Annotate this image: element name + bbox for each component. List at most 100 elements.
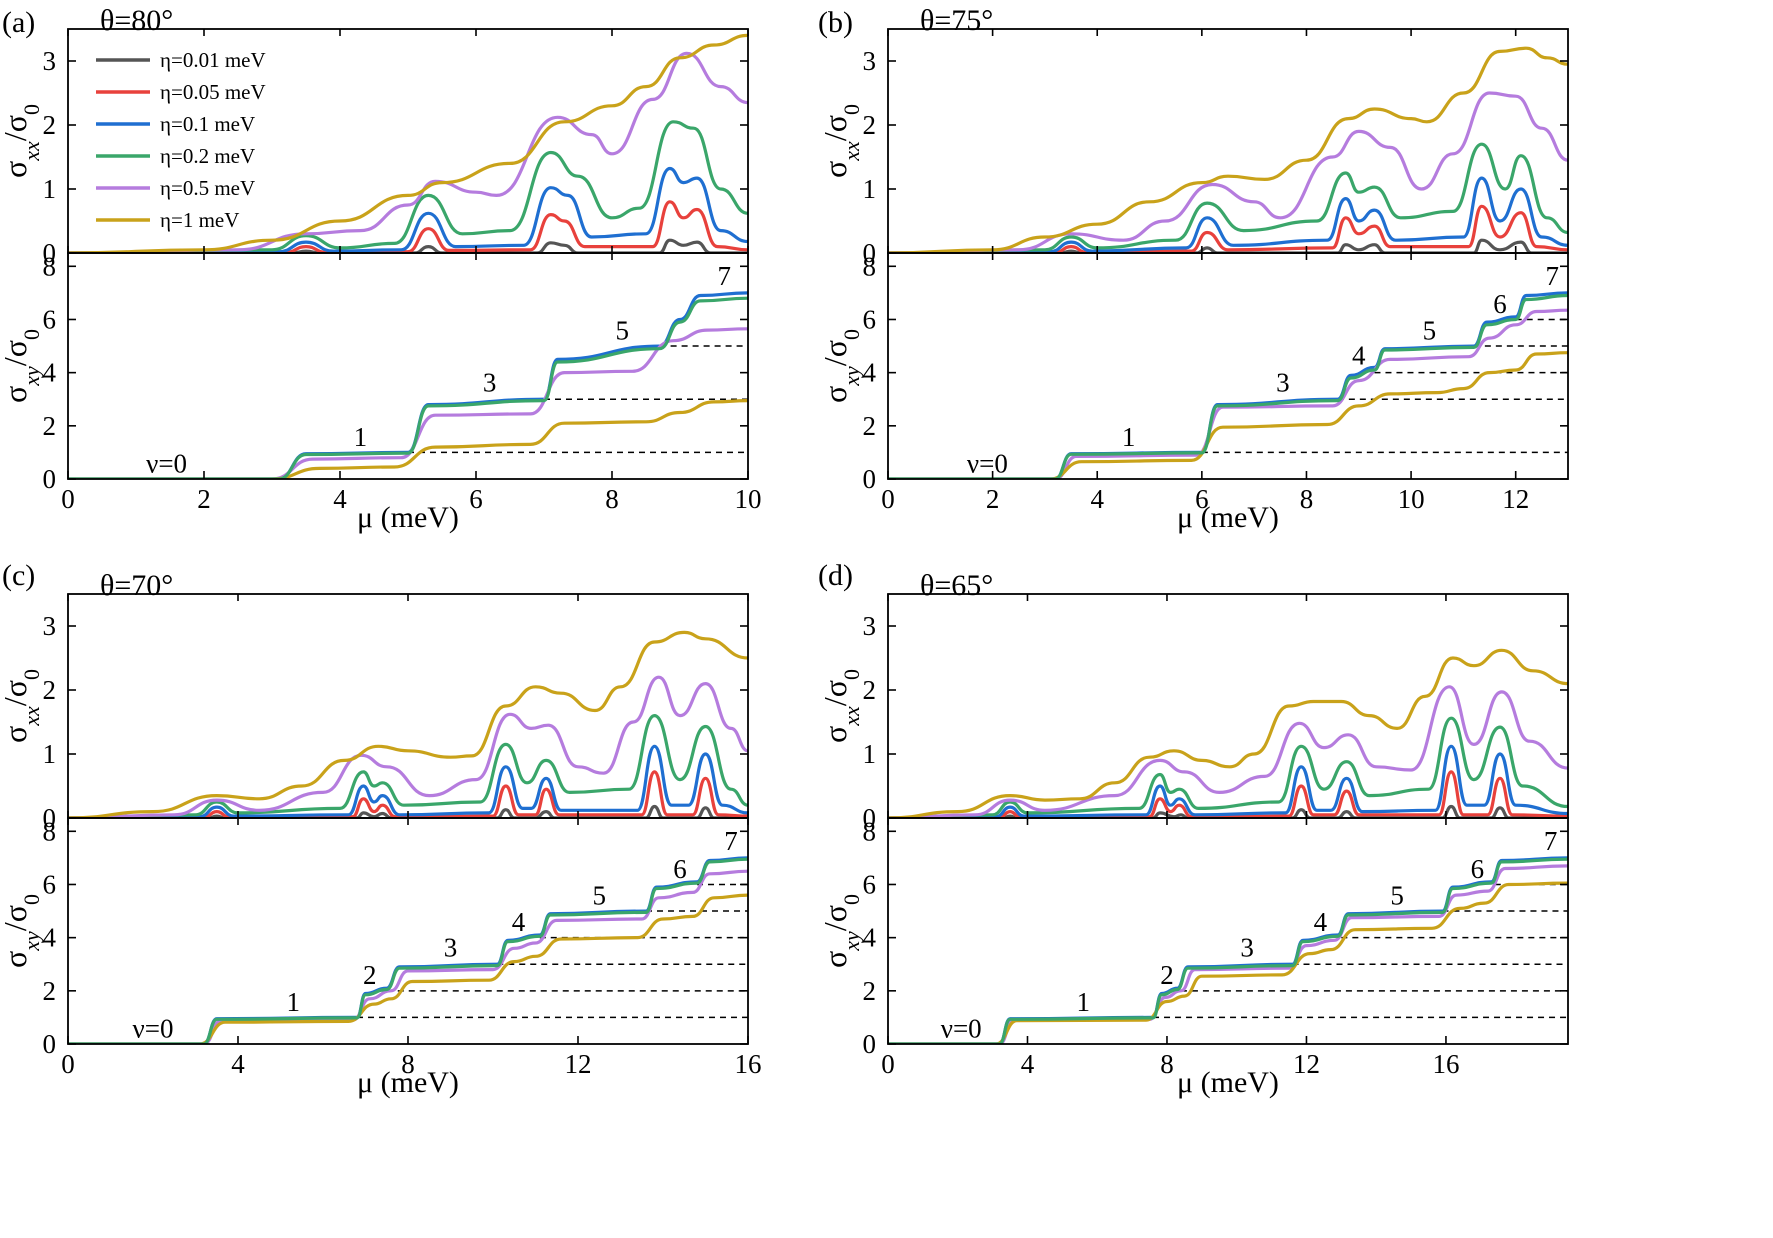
plateau-annotation: 4 (512, 907, 526, 937)
xtick-label: 6 (1195, 484, 1209, 514)
sxx-series-line-2 (68, 744, 748, 818)
plateau-annotation: 6 (1471, 854, 1485, 884)
sxy-ytick-label: 4 (863, 923, 877, 953)
plateau-annotation: 5 (1423, 315, 1437, 345)
sxx-ylabel: σxx/σ0 (0, 104, 44, 178)
xtick-label: 4 (1090, 484, 1104, 514)
plateau-annotation: 5 (1390, 880, 1404, 910)
sxy-ytick-label: 6 (863, 304, 877, 334)
sxx-ytick-label: 3 (863, 46, 877, 76)
sxx-series-line-3 (68, 120, 748, 253)
xtick-label: 10 (735, 484, 762, 514)
plateau-annotation: 2 (1160, 960, 1174, 990)
plateau-annotation: 1 (287, 987, 301, 1017)
panel-tag: (c) (2, 559, 35, 592)
plateau-annotation: 6 (1493, 289, 1507, 319)
sxy-ytick-label: 6 (43, 869, 57, 899)
sxy-series-group (888, 291, 1568, 479)
sxx-series-line-0 (888, 804, 1568, 818)
sxy-ylabel: σxy/σ0 (817, 329, 864, 403)
sxy-frame (887, 817, 1569, 1045)
sxy-series-line-2 (888, 351, 1568, 479)
plateau-annotation: 1 (354, 422, 368, 452)
sxy-ylabel: σxy/σ0 (0, 894, 44, 968)
sxx-series-line-5 (68, 33, 748, 253)
plateau-annotation: 3 (1276, 367, 1290, 397)
xtick-label: 16 (1432, 1049, 1459, 1079)
xtick-label: 12 (565, 1049, 592, 1079)
sxy-ytick-label: 8 (43, 251, 57, 281)
sxy-ytick-label: 0 (863, 1029, 877, 1059)
sxx-ytick-label: 1 (43, 174, 57, 204)
sxx-series-line-2 (888, 744, 1568, 818)
xtick-label: 4 (333, 484, 347, 514)
sxy-ytick-label: 8 (863, 816, 877, 846)
xtick-label: 8 (1160, 1049, 1174, 1079)
sxy-ytick-label: 0 (43, 464, 57, 494)
legend-label: η=0.05 meV (160, 80, 266, 104)
plateau-annotation: 4 (1314, 907, 1328, 937)
xtick-label: 0 (881, 1049, 895, 1079)
sxy-series-line-3 (68, 857, 748, 1044)
xtick-label: 0 (881, 484, 895, 514)
sxx-subplot: 0 1 2 3 σxx/σ0 (817, 593, 1569, 833)
sxx-series-line-5 (888, 46, 1568, 253)
sxy-series-line-1 (888, 308, 1568, 479)
sxx-series-line-0 (68, 804, 748, 818)
sxy-frame (67, 252, 749, 480)
sxx-series-line-4 (68, 675, 748, 818)
plateau-annotation: 3 (483, 367, 497, 397)
sxy-ytick-label: 2 (863, 976, 877, 1006)
sxx-ytick-label: 3 (43, 46, 57, 76)
sxy-ytick-label: 8 (43, 816, 57, 846)
angle-label: θ=65° (920, 569, 993, 602)
plateau-annotation: 7 (1544, 826, 1558, 856)
sxx-series-group (68, 630, 748, 818)
plateau-annotation: 4 (1352, 341, 1366, 371)
sxy-series-line-2 (888, 881, 1568, 1044)
sxx-ytick-label: 3 (863, 611, 877, 641)
panel-tag: (b) (818, 6, 853, 39)
sxy-frame (67, 817, 749, 1045)
sxx-subplot: 0 1 2 3 σxx/σ0 (0, 28, 749, 268)
plateau-annotation: 2 (363, 960, 377, 990)
plateau-annotation: 5 (615, 315, 629, 345)
sxy-ytick-label: 0 (863, 464, 877, 494)
xtick-label: 2 (986, 484, 1000, 514)
plateau-annotation: ν=0 (133, 1013, 174, 1043)
plateau-annotation: 7 (1546, 261, 1560, 291)
panel-tag: (d) (818, 559, 853, 592)
xtick-label: 8 (1300, 484, 1314, 514)
xtick-label: 10 (1398, 484, 1425, 514)
sxx-series-line-2 (888, 176, 1568, 253)
x-axis-label: μ (meV) (357, 501, 459, 534)
plateau-annotation: 7 (717, 261, 731, 291)
legend-label: η=0.1 meV (160, 112, 255, 136)
sxy-ytick-label: 4 (863, 358, 877, 388)
sxx-series-line-0 (888, 238, 1568, 253)
sxy-ytick-label: 0 (43, 1029, 57, 1059)
sxx-ytick-label: 2 (863, 675, 877, 705)
plateau-annotation: 5 (593, 880, 607, 910)
xtick-label: 8 (401, 1049, 415, 1079)
sxx-ytick-label: 3 (43, 611, 57, 641)
legend-label: η=0.2 meV (160, 144, 255, 168)
xtick-label: 2 (197, 484, 211, 514)
sxy-ytick-label: 4 (43, 358, 57, 388)
xtick-label: 8 (605, 484, 619, 514)
sxx-ytick-label: 2 (43, 675, 57, 705)
sxy-frame (887, 252, 1569, 480)
sxx-ytick-label: 0 (863, 238, 877, 268)
sxx-ytick-label: 0 (43, 238, 57, 268)
plateau-annotation: 1 (1122, 422, 1136, 452)
legend: η=0.01 meV η=0.05 meV η=0.1 meV η=0.2 meV η=… (96, 48, 266, 232)
sxy-series-line-3 (888, 857, 1568, 1044)
x-axis-label: μ (meV) (1177, 1066, 1279, 1099)
sxx-series-group (888, 46, 1568, 253)
